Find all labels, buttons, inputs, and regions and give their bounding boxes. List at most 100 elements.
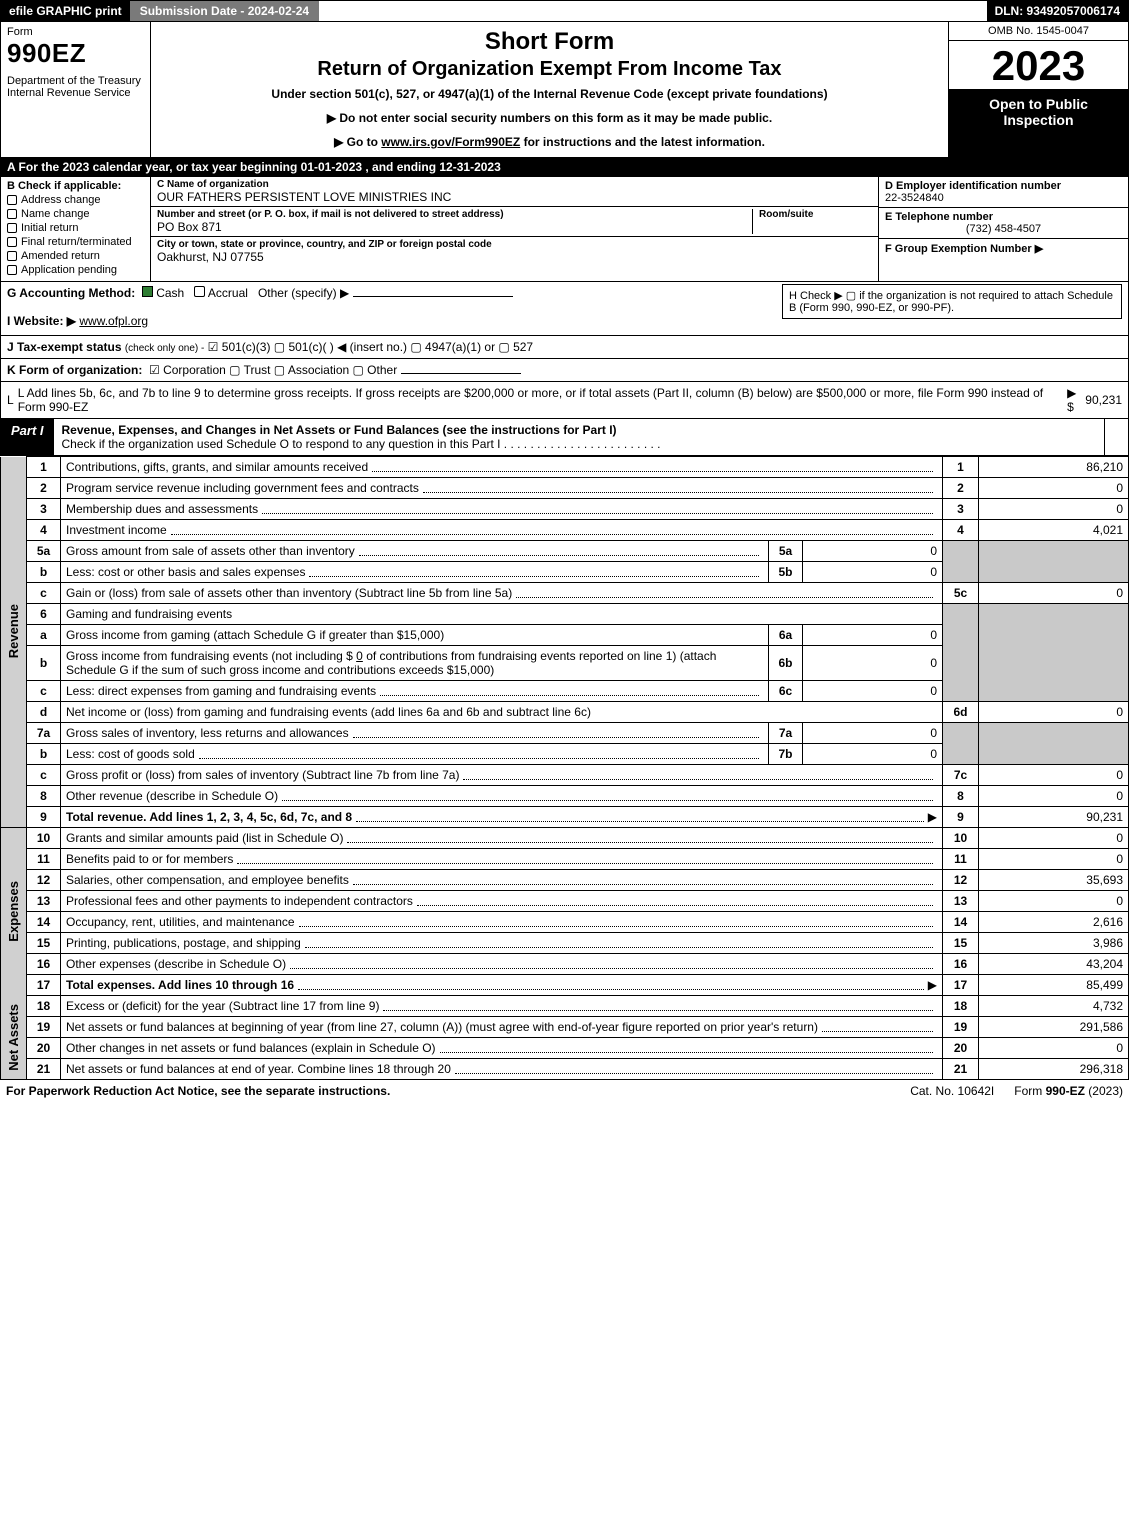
line-num: 13	[943, 891, 979, 912]
line-num: 6d	[943, 702, 979, 723]
j-label: J Tax-exempt status	[7, 340, 122, 354]
line-val: 0	[979, 499, 1129, 520]
lineno: c	[27, 681, 61, 702]
shade-cell	[979, 723, 1129, 765]
line-num: 21	[943, 1059, 979, 1080]
part1-checkbox[interactable]	[1104, 419, 1128, 455]
cb-label: Address change	[21, 194, 101, 206]
line-desc: Excess or (deficit) for the year (Subtra…	[66, 999, 379, 1013]
lineno: 2	[27, 478, 61, 499]
side-expenses-label: Expenses	[6, 881, 21, 942]
g-label: G Accounting Method:	[7, 286, 135, 300]
side-revenue: Revenue	[1, 457, 27, 807]
k-other-blank[interactable]	[401, 373, 521, 374]
line-val: 0	[979, 849, 1129, 870]
line-desc: Less: cost or other basis and sales expe…	[66, 565, 305, 579]
inner-num: 5a	[769, 541, 803, 562]
l-text: L Add lines 5b, 6c, and 7b to line 9 to …	[18, 386, 1059, 414]
k-label: K Form of organization:	[7, 363, 142, 377]
part1-title: Revenue, Expenses, and Changes in Net As…	[54, 419, 1104, 455]
l-arrow: ▶ $	[1067, 386, 1085, 414]
block-bcdef: B Check if applicable: Address change Na…	[0, 177, 1129, 282]
row-l: L L Add lines 5b, 6c, and 7b to line 9 t…	[0, 382, 1129, 419]
footer-right: Form 990-EZ (2023)	[1014, 1084, 1123, 1098]
lineno: 15	[27, 933, 61, 954]
part1-title-text: Revenue, Expenses, and Changes in Net As…	[62, 423, 617, 437]
c-street-row: Number and street (or P. O. box, if mail…	[151, 207, 878, 237]
cb-address-change[interactable]: Address change	[7, 194, 144, 206]
line-desc: Net assets or fund balances at end of ye…	[66, 1062, 451, 1076]
lineno: 9	[27, 807, 61, 828]
tel-value: (732) 458-4507	[885, 223, 1122, 235]
c-room-label: Room/suite	[759, 209, 872, 220]
shade-cell	[943, 541, 979, 583]
line-blank: 0	[356, 649, 363, 663]
footer-catno: Cat. No. 10642I	[890, 1084, 1014, 1098]
c-city-row: City or town, state or province, country…	[151, 237, 878, 266]
f-group-label: F Group Exemption Number ▶	[885, 242, 1122, 255]
cb-amended-return[interactable]: Amended return	[7, 250, 144, 262]
goto-line: ▶ Go to www.irs.gov/Form990EZ for instru…	[159, 135, 940, 149]
part1-tag: Part I	[1, 419, 54, 455]
side-revenue-label: Revenue	[6, 604, 21, 658]
subtitle: Under section 501(c), 527, or 4947(a)(1)…	[159, 87, 940, 101]
line-val: 0	[979, 828, 1129, 849]
line-desc: Investment income	[66, 523, 167, 537]
shade-cell	[943, 604, 979, 702]
lineno: 3	[27, 499, 61, 520]
line-desc: Other expenses (describe in Schedule O)	[66, 957, 286, 971]
j-options: ☑ 501(c)(3) ▢ 501(c)( ) ◀ (insert no.) ▢…	[208, 340, 533, 354]
line-num: 10	[943, 828, 979, 849]
b-header: B Check if applicable:	[7, 180, 144, 192]
g-other: Other (specify) ▶	[258, 286, 349, 300]
line-desc: Gaming and fundraising events	[66, 607, 232, 621]
part1-table: Revenue 1 Contributions, gifts, grants, …	[0, 456, 1129, 1080]
line-desc: Professional fees and other payments to …	[66, 894, 413, 908]
line-num: 11	[943, 849, 979, 870]
efile-print-label[interactable]: efile GRAPHIC print	[1, 1, 130, 21]
checkbox-cash-icon[interactable]	[142, 286, 153, 297]
irs-link[interactable]: www.irs.gov/Form990EZ	[381, 135, 520, 149]
lineno: 12	[27, 870, 61, 891]
e-tel-row: E Telephone number (732) 458-4507	[879, 208, 1128, 239]
shade-cell	[943, 723, 979, 765]
lineno: 6	[27, 604, 61, 625]
cb-final-return[interactable]: Final return/terminated	[7, 236, 144, 248]
lineno: b	[27, 744, 61, 765]
line-desc: Grants and similar amounts paid (list in…	[66, 831, 343, 845]
cb-label: Final return/terminated	[21, 236, 132, 248]
lineno: 1	[27, 457, 61, 478]
checkbox-accrual-icon[interactable]	[194, 286, 205, 297]
h-text: H Check ▶ ▢ if the organization is not r…	[789, 290, 1113, 314]
cb-application-pending[interactable]: Application pending	[7, 264, 144, 276]
cb-name-change[interactable]: Name change	[7, 208, 144, 220]
checkbox-icon	[7, 251, 17, 261]
lineno: 5a	[27, 541, 61, 562]
c-name-row: C Name of organization OUR FATHERS PERSI…	[151, 177, 878, 207]
inner-num: 7a	[769, 723, 803, 744]
lineno: 14	[27, 912, 61, 933]
line-val: 0	[979, 765, 1129, 786]
cb-label: Amended return	[21, 250, 100, 262]
website-value[interactable]: www.ofpl.org	[79, 314, 148, 328]
d-ein-label: D Employer identification number	[885, 180, 1122, 192]
cb-label: Application pending	[21, 264, 117, 276]
e-tel-label: E Telephone number	[885, 211, 1122, 223]
lineno: 20	[27, 1038, 61, 1059]
cb-initial-return[interactable]: Initial return	[7, 222, 144, 234]
line-val: 90,231	[979, 807, 1129, 828]
line-val: 0	[979, 478, 1129, 499]
lineno: 11	[27, 849, 61, 870]
side-expenses: Expenses	[1, 828, 27, 996]
g-other-blank[interactable]	[353, 296, 513, 297]
col-c-org-info: C Name of organization OUR FATHERS PERSI…	[151, 177, 878, 281]
line-num: 5c	[943, 583, 979, 604]
line-val: 4,021	[979, 520, 1129, 541]
lineno: c	[27, 765, 61, 786]
header-left: Form 990EZ Department of the Treasury In…	[1, 22, 151, 157]
cb-label: Name change	[21, 208, 90, 220]
top-bar: efile GRAPHIC print Submission Date - 20…	[0, 0, 1129, 22]
tax-year: 2023	[949, 41, 1128, 90]
lineno: b	[27, 562, 61, 583]
i-label: I Website: ▶	[7, 314, 76, 328]
